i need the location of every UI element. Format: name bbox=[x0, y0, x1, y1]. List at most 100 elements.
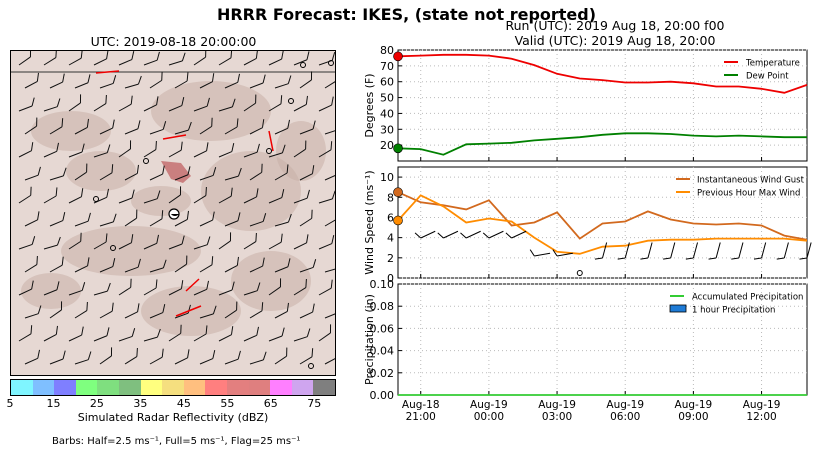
wind-barb-flag bbox=[437, 232, 444, 239]
wind-barb-flag bbox=[162, 165, 165, 175]
wind-barb bbox=[93, 282, 111, 296]
wind-barb-shaft bbox=[624, 242, 630, 259]
wind-barb bbox=[552, 249, 573, 257]
wind-barb-flag bbox=[55, 187, 58, 197]
wind-barb bbox=[274, 75, 292, 89]
wind-barb-flag bbox=[31, 236, 36, 245]
wind-barb-flag bbox=[552, 249, 558, 257]
wind-barb-shaft bbox=[299, 79, 312, 89]
series-line-1 bbox=[397, 53, 808, 94]
wind-barb-shaft bbox=[174, 263, 187, 273]
wind-barb bbox=[299, 348, 314, 365]
wind-barb-flag bbox=[205, 325, 208, 335]
wind-barb-shaft bbox=[243, 102, 256, 112]
wind-barb-flag bbox=[62, 212, 66, 221]
wind-barb bbox=[124, 347, 138, 365]
y-tick-label: 50 bbox=[380, 92, 394, 105]
wind-barb-shaft bbox=[43, 244, 58, 250]
colorbar-segment bbox=[162, 380, 184, 395]
series-start-marker bbox=[393, 187, 403, 198]
wind-barb-shaft bbox=[118, 197, 133, 204]
wind-barb bbox=[149, 304, 166, 319]
wind-barb bbox=[99, 258, 116, 273]
terrain-shading bbox=[201, 151, 301, 231]
wind-barb-flag bbox=[112, 258, 116, 267]
wind-barb bbox=[168, 324, 182, 342]
wind-barb-flag bbox=[106, 144, 111, 153]
wind-barb bbox=[224, 301, 238, 319]
wind-barb-shaft bbox=[168, 288, 182, 296]
wind-barb-shaft bbox=[93, 241, 107, 250]
legend-swatch bbox=[669, 304, 687, 313]
wind-barb-flag bbox=[306, 328, 311, 337]
wind-barb bbox=[68, 51, 83, 66]
wind-barb bbox=[243, 143, 260, 158]
wind-barb bbox=[199, 350, 216, 365]
run-time-label: Run (UTC): 2019 Aug 18, 20:00 f00 bbox=[505, 18, 725, 33]
wind-barb-shaft bbox=[274, 83, 289, 89]
wind-barb bbox=[249, 302, 264, 319]
calm-wind-circle bbox=[110, 245, 116, 251]
wind-barb bbox=[43, 142, 60, 158]
wind-barb-flag bbox=[799, 257, 808, 260]
wind-barb bbox=[274, 164, 289, 181]
wind-barb bbox=[199, 211, 215, 227]
terrain-shading bbox=[231, 251, 311, 311]
wind-barb-flag bbox=[137, 75, 142, 85]
wind-barb-flag bbox=[180, 280, 184, 289]
wind-barb-flag bbox=[56, 281, 60, 290]
wind-barb-shaft bbox=[143, 287, 157, 296]
wind-barb-shaft bbox=[68, 151, 83, 158]
wind-barb-shaft bbox=[324, 173, 335, 181]
wind-barb bbox=[74, 257, 90, 273]
wind-barb-shaft bbox=[224, 309, 237, 319]
wind-barb-flag bbox=[212, 211, 215, 221]
wind-barb bbox=[482, 230, 504, 239]
wind-barb-shaft bbox=[93, 290, 108, 296]
wind-barb bbox=[293, 278, 307, 296]
wind-barb-shaft bbox=[68, 57, 82, 66]
radar-map bbox=[10, 50, 336, 376]
wind-barb-shaft bbox=[443, 230, 459, 239]
wind-barb bbox=[143, 140, 157, 158]
wind-barb bbox=[124, 303, 140, 319]
wind-barb-shaft bbox=[24, 219, 38, 227]
wind-barb bbox=[199, 73, 215, 89]
wind-barb-shaft bbox=[199, 219, 213, 227]
wind-barb-shaft bbox=[168, 149, 182, 158]
wind-barb bbox=[93, 94, 107, 112]
wind-barb-shaft bbox=[218, 289, 233, 296]
wind-barb-shaft bbox=[420, 230, 436, 239]
wind-barb-shaft bbox=[124, 128, 139, 135]
y-tick-label: 0.06 bbox=[370, 322, 395, 335]
wind-barb bbox=[49, 73, 65, 89]
calm-wind-circle bbox=[300, 62, 306, 68]
wind-barb-shaft bbox=[18, 150, 32, 158]
wind-barb-flag bbox=[708, 257, 717, 260]
terrain-shading bbox=[151, 81, 271, 141]
wind-barb-flag bbox=[255, 51, 258, 59]
wind-barb-shaft bbox=[174, 129, 189, 135]
wind-barb-shaft bbox=[274, 310, 288, 319]
colorbar-tick-label: 5 bbox=[7, 397, 14, 410]
wind-barb-flag bbox=[131, 51, 135, 60]
wind-barb-flag bbox=[111, 164, 114, 173]
wind-barb-shaft bbox=[318, 198, 333, 204]
wind-barb-shaft bbox=[465, 230, 481, 239]
wind-barb bbox=[268, 189, 285, 204]
colorbar-segment bbox=[270, 380, 292, 395]
wind-barb bbox=[249, 74, 266, 89]
wind-barb-flag bbox=[131, 328, 136, 337]
wind-barb bbox=[99, 302, 114, 319]
wind-barb-shaft bbox=[24, 264, 38, 273]
wind-barb-flag bbox=[279, 278, 282, 287]
wind-barb-shaft bbox=[318, 332, 331, 342]
wind-barb bbox=[437, 230, 459, 239]
wind-barb-shaft bbox=[124, 217, 137, 227]
wind-barb-flag bbox=[156, 51, 160, 61]
wind-barb bbox=[324, 312, 335, 319]
wind-barb-shaft bbox=[43, 57, 57, 66]
wind-barb-shaft bbox=[149, 267, 164, 273]
chart-panel-2: 0 2 4 6 8 10 Wind Speed (ms⁻¹) Instantaneous Wi… bbox=[363, 166, 808, 285]
